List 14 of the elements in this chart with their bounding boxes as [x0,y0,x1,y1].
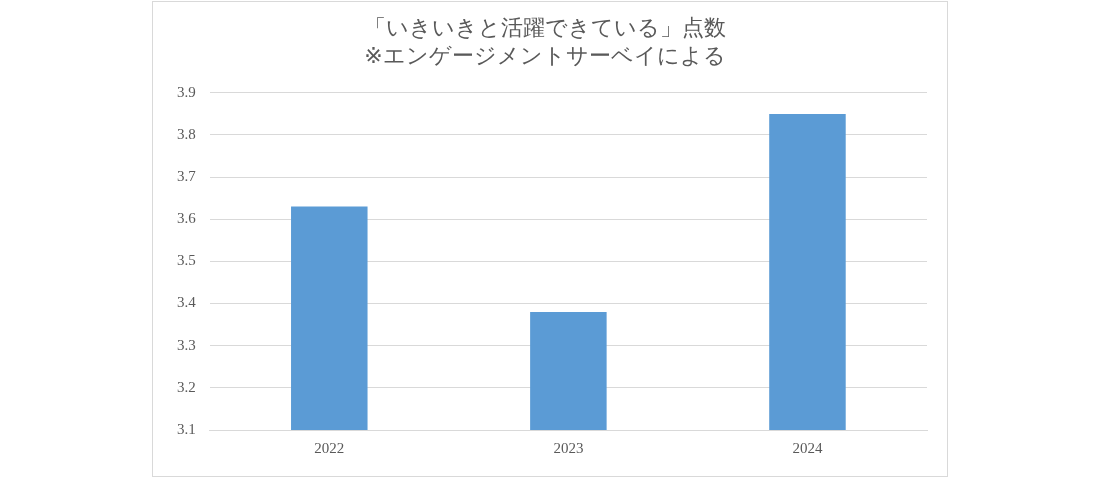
y-tick-label: 3.1 [177,420,196,437]
chart-title: 「いきいきと活躍できている」点数 [364,14,726,40]
chart-subtitle: ※エンゲージメントサーベイによる [364,43,726,69]
y-tick-label: 3.3 [177,336,196,353]
y-tick-label: 3.6 [177,210,197,227]
x-tick-label: 2023 [553,439,584,456]
y-tick-label: 3.9 [177,83,196,100]
y-tick-label: 3.8 [177,125,196,142]
y-tick-label: 3.4 [177,294,197,311]
y-tick-label: 3.5 [177,252,196,269]
y-tick-label: 3.7 [177,168,197,185]
x-tick-label: 2024 [792,439,823,456]
x-tick-label: 2022 [314,439,345,456]
y-tick-label: 3.2 [177,378,196,395]
